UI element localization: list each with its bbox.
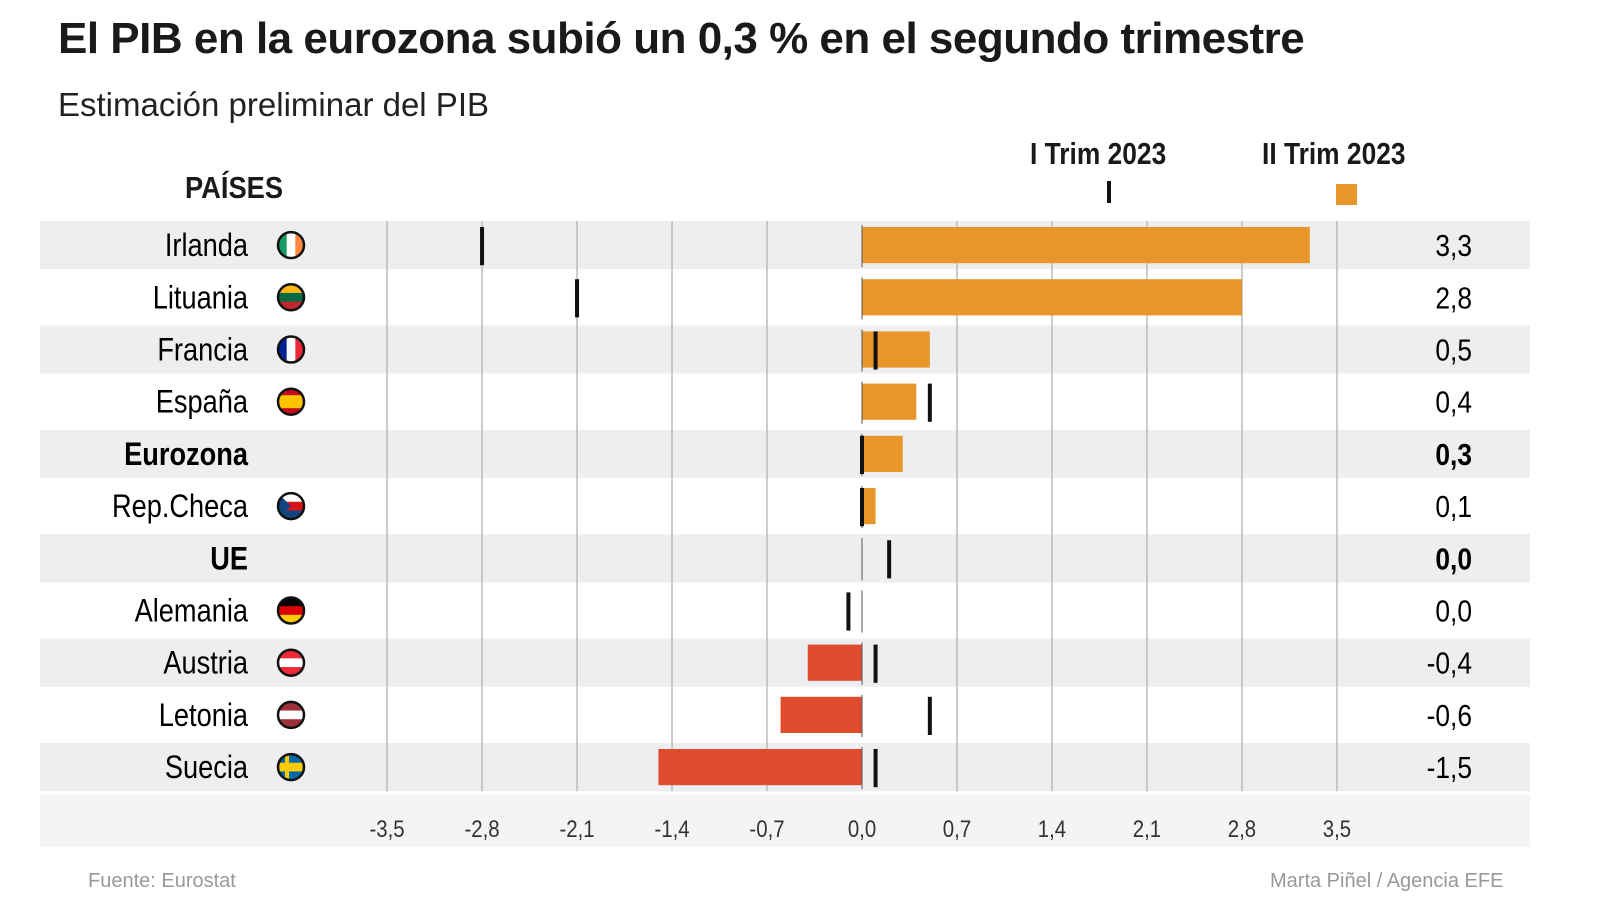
x-tick-label: 2,1 <box>1133 815 1161 842</box>
value-label: 0,5 <box>1435 334 1472 368</box>
chart-title: El PIB en la eurozona subió un 0,3 % en … <box>58 14 1305 63</box>
bar-q2 <box>862 331 930 368</box>
x-tick-label: -3,5 <box>369 815 404 842</box>
bar-q2 <box>862 488 876 525</box>
marker-q1 <box>480 227 485 266</box>
value-label: -1,5 <box>1427 751 1472 785</box>
category-label: Eurozona <box>124 437 248 473</box>
bar-q2 <box>862 227 1310 264</box>
row-stripe <box>40 429 1530 478</box>
author-note: Marta Piñel / Agencia EFE <box>1270 870 1504 892</box>
value-label: 2,8 <box>1435 281 1472 315</box>
bar-q2 <box>862 435 903 472</box>
flag-icon <box>276 387 306 416</box>
x-tick-label: 0,7 <box>943 815 971 842</box>
category-label: Lituania <box>153 280 249 316</box>
x-tick-label: -0,7 <box>749 815 784 842</box>
flag-icon <box>276 700 306 730</box>
marker-q1 <box>860 435 864 474</box>
x-tick-label: -2,1 <box>559 815 594 842</box>
row-stripe <box>40 482 1530 531</box>
value-label: 0,3 <box>1435 438 1472 472</box>
axis-band <box>40 795 1530 848</box>
value-label: 0,4 <box>1435 386 1472 420</box>
marker-q1 <box>873 331 878 370</box>
marker-q1 <box>575 279 580 318</box>
x-tick-label: 1,4 <box>1038 815 1066 842</box>
bar-q2 <box>807 644 862 681</box>
category-label: Letonia <box>159 698 249 734</box>
marker-q1 <box>887 540 892 579</box>
legend-q1-label: I Trim 2023 <box>1030 136 1167 171</box>
value-label: -0,4 <box>1427 647 1472 681</box>
flag-icon <box>276 230 306 260</box>
chart-subtitle: Estimación preliminar del PIB <box>58 86 489 123</box>
flag-icon <box>276 283 306 312</box>
x-tick-label: 0,0 <box>848 815 876 842</box>
marker-q1 <box>927 383 932 422</box>
legend-q1-marker <box>1107 181 1111 203</box>
source-note: Fuente: Eurostat <box>88 870 236 892</box>
flag-icon <box>276 335 306 364</box>
row-stripe <box>40 325 1530 374</box>
category-label: UE <box>210 541 248 577</box>
row-stripe <box>40 534 1530 583</box>
value-label: 0,1 <box>1435 490 1472 524</box>
value-label: 0,0 <box>1435 542 1472 576</box>
marker-q1 <box>873 644 878 683</box>
legend-q2-label: II Trim 2023 <box>1262 136 1406 171</box>
category-label: España <box>156 385 249 421</box>
value-label: -0,6 <box>1427 699 1472 733</box>
bar-q2 <box>658 749 862 786</box>
legend-q2-swatch <box>1336 184 1357 205</box>
marker-q1 <box>846 592 851 631</box>
category-label: Austria <box>163 646 248 682</box>
category-label: Rep.Checa <box>112 489 248 525</box>
x-tick-label: 2,8 <box>1228 815 1256 842</box>
x-tick-label: -1,4 <box>654 815 689 842</box>
category-label: Suecia <box>165 750 249 786</box>
column-header: PAÍSES <box>185 170 284 205</box>
flag-icon <box>276 648 306 677</box>
bar-q2 <box>862 383 917 420</box>
row-stripe <box>40 638 1530 687</box>
flag-icon <box>276 752 306 782</box>
x-tick-label: -2,8 <box>464 815 499 842</box>
category-label: Alemania <box>135 593 249 629</box>
category-label: Francia <box>157 332 248 368</box>
bar-q2 <box>862 279 1242 316</box>
row-stripe <box>40 273 1530 322</box>
bar-q2 <box>780 696 862 733</box>
marker-q1 <box>860 488 864 527</box>
category-label: Irlanda <box>165 228 249 264</box>
x-tick-label: 3,5 <box>1323 815 1351 842</box>
row-stripe <box>40 586 1530 635</box>
marker-q1 <box>873 749 878 788</box>
value-label: 3,3 <box>1435 229 1472 263</box>
flag-icon <box>276 596 306 625</box>
row-stripe <box>40 377 1530 426</box>
marker-q1 <box>927 696 932 735</box>
value-label: 0,0 <box>1435 595 1472 629</box>
flag-icon <box>276 491 306 521</box>
